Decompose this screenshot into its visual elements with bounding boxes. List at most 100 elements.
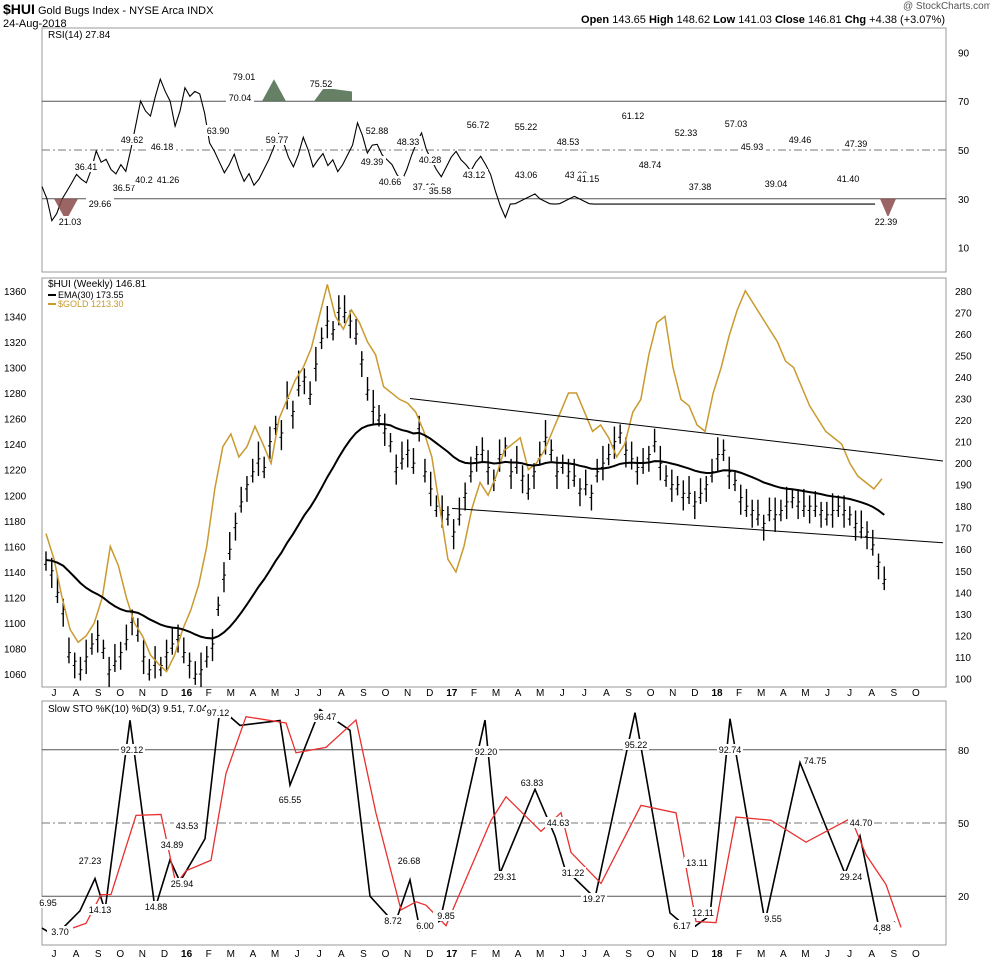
gold-y-tick-label: 1060 — [4, 670, 27, 681]
gold-y-tick-label: 1160 — [4, 542, 26, 553]
sto-legend: Slow STO %K(10) %D(3) 9.51, 7.04 — [48, 704, 208, 715]
rsi-data-label: 61.12 — [622, 111, 645, 121]
price-x-tick-label: N — [669, 688, 676, 699]
rsi-data-label: 36.57 — [113, 183, 136, 193]
rsi-data-label: 37.18 — [413, 182, 436, 192]
rsi-oversold-fill — [880, 198, 896, 218]
sto-data-label: 31.22 — [562, 868, 585, 878]
rsi-data-label-bg — [154, 174, 182, 185]
sto-data-label: 6.00 — [416, 921, 434, 931]
sto-data-label-bg — [519, 777, 545, 788]
price-x-tick-label: 16 — [181, 688, 193, 699]
sto-data-label: 29.31 — [494, 872, 517, 882]
low-value: 141.03 — [738, 14, 772, 26]
rsi-data-label: 48.33 — [397, 137, 420, 147]
hui-y-tick-label: 240 — [955, 373, 972, 384]
sto-data-label-bg — [760, 913, 786, 924]
rsi-data-label-bg — [464, 119, 492, 130]
sto-x-tick-label: J — [847, 949, 852, 960]
rsi-data-label-bg — [394, 136, 422, 147]
sto-x-tick-label: A — [338, 949, 345, 960]
rsi-data-label: 52.88 — [366, 126, 389, 136]
sto-data-label-bg — [669, 920, 695, 931]
high-value: 148.62 — [676, 14, 711, 26]
price-x-tick-label: J — [847, 688, 852, 699]
rsi-data-label: 70.04 — [229, 93, 252, 103]
rsi-data-label-bg — [416, 154, 444, 165]
rsi-y-tick-label: 90 — [958, 48, 970, 59]
sto-data-label-bg — [684, 857, 710, 868]
sto-x-tick-label: O — [912, 949, 920, 960]
watermark: @ StockCharts.com — [903, 1, 990, 12]
sto-data-label-bg — [87, 904, 113, 915]
sto-x-tick-label: A — [250, 949, 257, 960]
rsi-data-label-bg — [722, 118, 750, 129]
sto-data-label: 6.95 — [39, 898, 57, 908]
sto-data-label: 8.72 — [384, 916, 402, 926]
price-x-tick-label: M — [271, 688, 279, 699]
rsi-data-label: 57.03 — [725, 119, 748, 129]
sto-x-tick-label: A — [868, 949, 875, 960]
sto-data-label-bg — [169, 878, 195, 889]
price-x-tick-label: A — [250, 688, 257, 699]
rsi-data-label-bg — [130, 174, 158, 185]
price-x-tick-label: M — [492, 688, 500, 699]
hui-y-tick-label: 260 — [955, 330, 972, 341]
channel-lower-line — [451, 507, 944, 544]
sto-x-tick-label: J — [52, 949, 57, 960]
rsi-data-label: 43.06 — [515, 170, 538, 180]
price-x-tick-label: O — [116, 688, 124, 699]
rsi-data-label: 37.38 — [689, 182, 712, 192]
price-x-tick-label: A — [73, 688, 80, 699]
close-value: 146.81 — [807, 14, 842, 26]
price-x-tick-label: A — [515, 688, 522, 699]
sto-x-tick-label: M — [757, 949, 765, 960]
rsi-data-label-bg — [834, 173, 862, 184]
sto-data-label: 43.53 — [176, 821, 199, 831]
rsi-data-label-bg — [686, 181, 714, 192]
sto-data-label: 3.70 — [51, 927, 69, 937]
sto-data-label-bg — [277, 794, 303, 805]
sto-data-label-bg — [312, 711, 338, 722]
sto-data-label: 92.12 — [121, 745, 144, 755]
rsi-data-label-bg — [56, 216, 84, 227]
hui-y-tick-label: 160 — [955, 545, 972, 556]
rsi-data-label-bg — [426, 185, 454, 196]
sto-data-label: 14.88 — [145, 902, 168, 912]
rsi-data-label-bg — [307, 78, 335, 89]
gold-y-tick-label: 1120 — [4, 594, 26, 605]
rsi-data-label: 40.28 — [419, 155, 442, 165]
sto-data-label-bg — [159, 839, 185, 850]
price-x-tick-label: D — [161, 688, 168, 699]
sto-data-label-bg — [848, 817, 874, 828]
sto-data-label: 63.83 — [521, 778, 544, 788]
sto-data-label: 25.94 — [171, 879, 194, 889]
sto-data-label: 92.20 — [475, 747, 498, 757]
sto-x-tick-label: A — [780, 949, 787, 960]
rsi-data-label-bg — [358, 156, 386, 167]
rsi-data-label-bg — [410, 181, 438, 192]
price-x-tick-label: J — [295, 688, 300, 699]
symbol: $HUI — [3, 1, 35, 17]
price-x-tick-label: O — [382, 688, 390, 699]
sto-x-tick-label: F — [206, 949, 212, 960]
hui-y-tick-label: 230 — [955, 395, 972, 406]
hui-y-tick-label: 200 — [955, 459, 972, 470]
gold-y-tick-label: 1100 — [4, 619, 26, 630]
hui-y-tick-label: 250 — [955, 351, 972, 362]
rsi-data-label-bg — [148, 141, 176, 152]
gold-y-tick-label: 1280 — [4, 389, 27, 400]
rsi-y-tick-label: 70 — [958, 97, 970, 108]
sto-data-label-bg — [174, 820, 200, 831]
gold-y-tick-label: 1340 — [4, 312, 27, 323]
hui-y-tick-label: 280 — [955, 287, 972, 298]
price-x-tick-label: F — [736, 688, 742, 699]
rsi-data-label-bg — [786, 134, 814, 145]
price-x-tick-label: O — [912, 688, 920, 699]
sto-x-tick-label: O — [382, 949, 390, 960]
price-x-tick-label: A — [780, 688, 787, 699]
rsi-data-label: 46.18 — [151, 142, 174, 152]
open-label: Open — [581, 14, 610, 26]
sto-x-tick-label: O — [647, 949, 655, 960]
